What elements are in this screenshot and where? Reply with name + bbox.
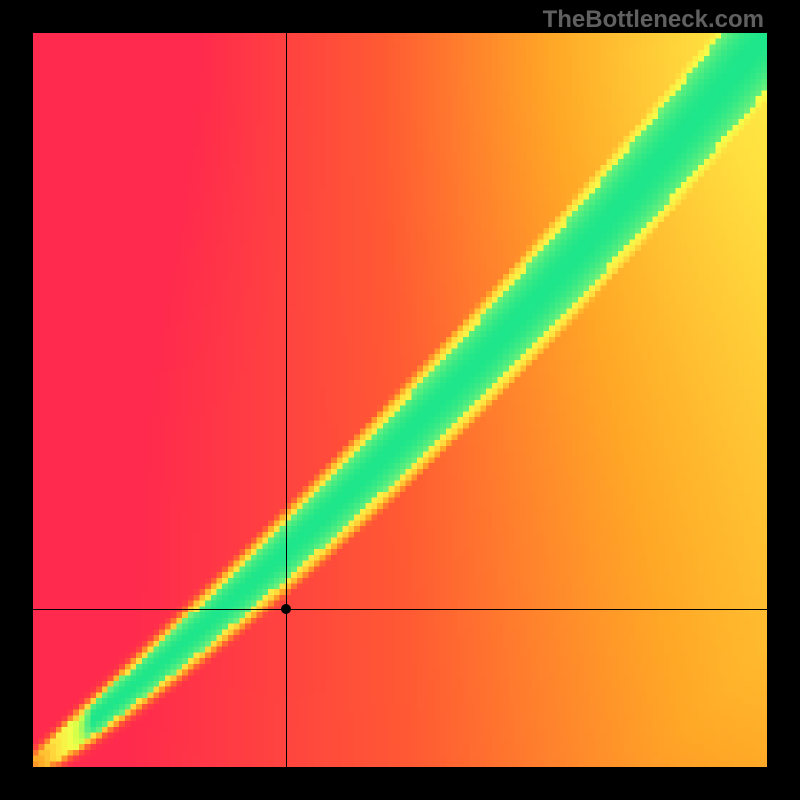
crosshair-horizontal: [33, 609, 767, 610]
watermark-text: TheBottleneck.com: [543, 6, 764, 34]
chart-container: TheBottleneck.com: [0, 0, 800, 800]
bottleneck-heatmap: [33, 33, 767, 767]
crosshair-vertical: [286, 33, 287, 767]
